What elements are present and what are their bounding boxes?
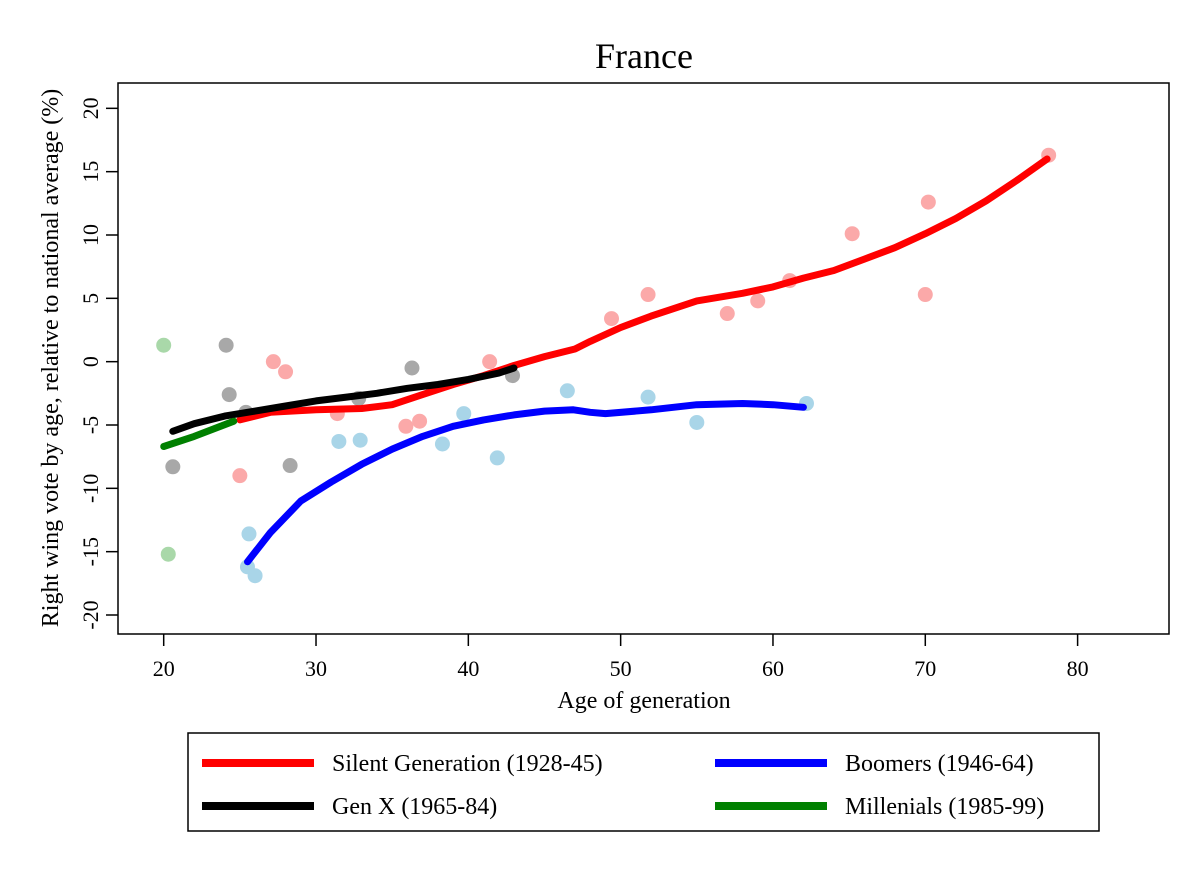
legend-label: Boomers (1946-64) — [845, 751, 1034, 777]
x-tick-label: 60 — [762, 656, 784, 681]
silent-generation-1928-45-point — [750, 293, 766, 309]
silent-generation-1928-45-point — [604, 311, 620, 327]
legend-box — [187, 732, 1100, 832]
x-tick-label: 30 — [305, 656, 327, 681]
boomers-1946-64-point — [331, 433, 347, 449]
silent-generation-1928-45-point — [920, 194, 936, 210]
boomers-1946-64-point — [352, 432, 368, 448]
y-tick-label: 10 — [78, 224, 103, 246]
silent-generation-1928-45-point — [278, 364, 294, 380]
x-tick-label: 70 — [914, 656, 936, 681]
legend: Silent Generation (1928-45) Boomers (1946… — [187, 732, 1100, 832]
boomers-1946-64-point — [247, 568, 263, 584]
silent-generation-1928-45-point — [232, 468, 248, 484]
y-tick-label: 0 — [78, 356, 103, 367]
boomers-1946-64-point — [434, 436, 450, 452]
y-tick-label: -20 — [78, 600, 103, 629]
x-tick-label: 50 — [610, 656, 632, 681]
gen-x-1965-84-point — [282, 458, 298, 474]
legend-label: Millenials (1985-99) — [845, 794, 1044, 820]
boomers-1946-64-trend-line — [244, 400, 807, 566]
boomers-1946-64-point — [640, 389, 656, 405]
silent-generation-1928-45-point — [482, 354, 498, 370]
silent-generation-1928-45-point — [844, 226, 860, 242]
boomers-1946-64-point — [489, 450, 505, 466]
millenials-1985-99-trend-line — [160, 417, 238, 450]
y-tick-label: -10 — [78, 474, 103, 503]
boomers-1946-64-point — [559, 383, 575, 399]
x-tick-label: 40 — [457, 656, 479, 681]
millenials-1985-99-point — [160, 546, 176, 562]
silent-generation-1928-45-point — [398, 418, 414, 434]
silent-generation-1928-45-point — [640, 287, 656, 303]
boomers-1946-64-point — [456, 406, 472, 422]
boomers-1946-64-point — [241, 526, 257, 542]
silent-generation-1928-45-point — [265, 354, 281, 370]
y-tick-label: 15 — [78, 161, 103, 183]
boomers-1946-64-point — [689, 414, 705, 430]
silent-generation-1928-45-trend-line — [236, 155, 1051, 424]
silent-generation-1928-45-point — [917, 287, 933, 303]
silent-generation-1928-45-point — [412, 413, 428, 429]
gen-x-1965-84-point — [404, 360, 420, 376]
y-axis: 20 15 10 5 0 -5 -10 -15 -20 — [78, 97, 118, 630]
legend-label: Gen X (1965-84) — [332, 794, 497, 820]
x-tick-label: 20 — [153, 656, 175, 681]
silent-generation-1928-45-point — [719, 306, 735, 322]
plot-area — [117, 82, 1170, 635]
y-tick-label: 20 — [78, 97, 103, 119]
x-axis-label: Age of generation — [557, 688, 730, 714]
chart-title: France — [595, 36, 693, 76]
x-tick-label: 80 — [1067, 656, 1089, 681]
y-tick-label: -5 — [78, 416, 103, 434]
gen-x-1965-84-trend-line — [169, 364, 518, 435]
gen-x-1965-84-point — [218, 337, 234, 353]
gen-x-1965-84-point — [221, 387, 237, 403]
x-axis: 20 30 40 50 60 70 80 — [153, 634, 1089, 681]
trend-lines — [160, 155, 1051, 566]
y-tick-label: -15 — [78, 537, 103, 566]
y-tick-label: 5 — [78, 293, 103, 304]
millenials-1985-99-point — [156, 337, 172, 353]
y-axis-label: Right wing vote by age, relative to nati… — [38, 89, 64, 627]
scatter-points — [156, 147, 1057, 584]
legend-label: Silent Generation (1928-45) — [332, 751, 603, 777]
gen-x-1965-84-point — [165, 459, 181, 475]
